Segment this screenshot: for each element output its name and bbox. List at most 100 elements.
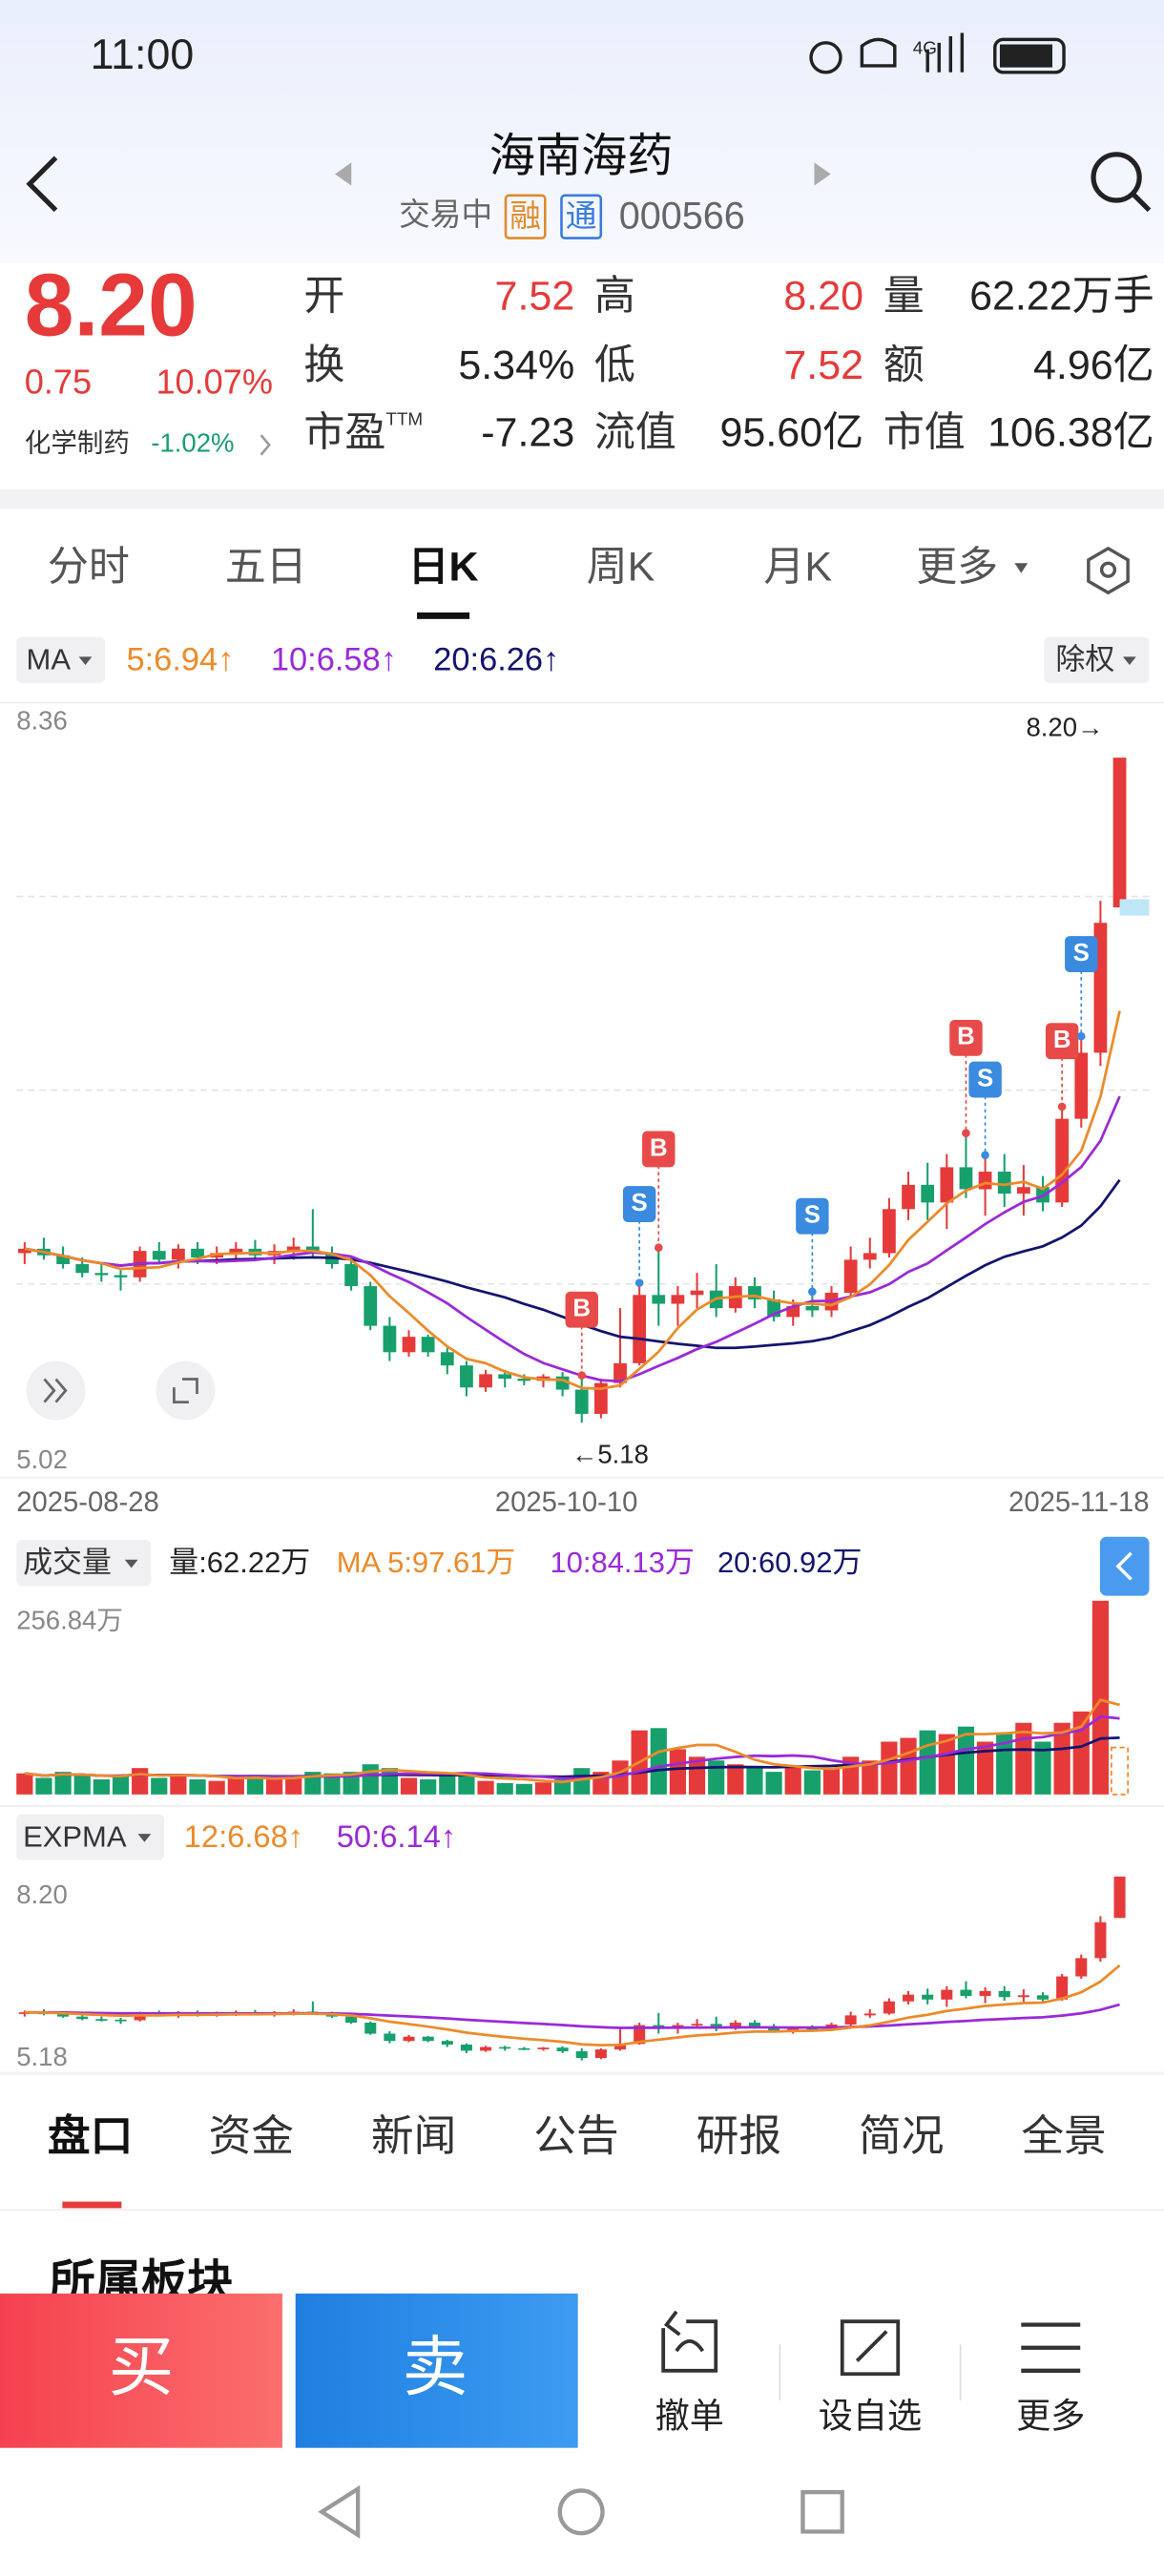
- volume-ma-line: [24, 1698, 1120, 1784]
- candle-body: [844, 2015, 857, 2025]
- stat-value: 8.20: [783, 274, 863, 320]
- candle-body: [172, 1248, 185, 1260]
- candle-body: [479, 1374, 492, 1388]
- dropdown-caret: [1014, 563, 1029, 573]
- stat-value: -7.23: [481, 409, 574, 455]
- candle-body: [57, 2014, 70, 2017]
- tag: 通: [566, 198, 597, 234]
- bottom-tab[interactable]: 资金: [209, 2113, 294, 2160]
- volume-bar: [554, 1779, 572, 1795]
- ma-value: 10:6.58↑: [271, 642, 397, 678]
- expand-icon: [43, 1378, 68, 1403]
- price-flag: [1119, 899, 1150, 916]
- candle-body: [421, 1337, 435, 1353]
- nav-bar[interactable]: [318, 2484, 844, 2539]
- tab[interactable]: 月K: [763, 545, 832, 591]
- candle-body: [843, 1259, 858, 1293]
- indicator-select[interactable]: [16, 636, 106, 683]
- volume-ma: 20:60.92万: [717, 1546, 863, 1579]
- volume-select[interactable]: [16, 1540, 152, 1587]
- signal-badge: [565, 1291, 598, 1328]
- stat-label: 低: [594, 343, 635, 388]
- action-label[interactable]: 撤单: [655, 2396, 724, 2435]
- candle-body: [671, 1295, 685, 1304]
- volume-bar: [938, 1734, 955, 1795]
- candle-body: [594, 2049, 607, 2059]
- more-icon: [1021, 2322, 1081, 2373]
- candle-body: [1055, 1118, 1070, 1203]
- volume-bar: [112, 1776, 130, 1795]
- expma-select[interactable]: [16, 1814, 165, 1860]
- settings-icon[interactable]: [1087, 546, 1130, 595]
- volume-ma: MA 5:97.61万: [337, 1546, 516, 1579]
- network: 4G: [913, 39, 937, 59]
- action-label[interactable]: 更多: [1016, 2396, 1085, 2435]
- bottom-tab[interactable]: 新闻: [371, 2113, 456, 2160]
- tab[interactable]: 分时: [48, 545, 130, 591]
- candle-body: [922, 1994, 934, 2000]
- tab[interactable]: 日K: [408, 545, 479, 591]
- candle-body: [383, 1325, 397, 1353]
- bottom-tab[interactable]: 研报: [696, 2113, 781, 2160]
- collapse-button[interactable]: [1099, 1536, 1150, 1596]
- adjust-select[interactable]: [1044, 636, 1150, 683]
- candle-body: [517, 1379, 531, 1381]
- signal-label: B: [572, 1296, 591, 1322]
- stock-name: 海南海药: [489, 131, 674, 182]
- volume-bar: [73, 1776, 91, 1795]
- next-stock[interactable]: [814, 162, 831, 186]
- stat-label: 流值: [594, 409, 676, 455]
- volume-bar: [919, 1730, 936, 1795]
- stat-label: 市盈TTM: [303, 409, 423, 455]
- bottom-tab[interactable]: 全景: [1021, 2113, 1106, 2160]
- stat-label: 换: [303, 343, 344, 388]
- volume-bar: [170, 1775, 187, 1795]
- candle-body: [1016, 1187, 1030, 1195]
- stat-label: 市值: [883, 409, 966, 455]
- stat-label: 高: [594, 274, 635, 320]
- fullscreen-button[interactable]: [156, 1361, 216, 1421]
- candle-body: [114, 2019, 127, 2022]
- tab[interactable]: 更多: [916, 545, 998, 591]
- volume-bar: [1053, 1722, 1070, 1795]
- signal-dot: [981, 1151, 989, 1160]
- stat-label: 额: [883, 343, 925, 388]
- search-button[interactable]: [1091, 152, 1152, 213]
- volume-bar: [381, 1768, 398, 1795]
- sell-button[interactable]: [295, 2293, 578, 2448]
- expma-indicator: EXPMA: [23, 1819, 127, 1853]
- volume-bar: [439, 1776, 456, 1795]
- stat-value: 106.38亿: [987, 409, 1154, 455]
- volume-ma: 10:84.13万: [550, 1546, 695, 1579]
- volume-bar: [881, 1741, 898, 1795]
- volume-bar: [323, 1773, 341, 1795]
- candle-body: [75, 1263, 90, 1274]
- expma-min-label: 5.18: [16, 2042, 68, 2071]
- volume-bar: [669, 1749, 687, 1795]
- candle-body: [402, 1337, 416, 1353]
- candle-body: [691, 2024, 703, 2026]
- buy-label: 买: [109, 2331, 175, 2404]
- undo-icon: [661, 2310, 718, 2373]
- ma-line: [24, 1010, 1121, 1391]
- bottom-tab[interactable]: 公告: [533, 2113, 618, 2160]
- stat-value: 4.96亿: [1033, 343, 1154, 388]
- signal-badge: [642, 1131, 676, 1168]
- candle-body: [344, 1263, 358, 1287]
- buy-button[interactable]: [0, 2293, 282, 2448]
- status-icons: [809, 32, 1066, 74]
- action-label[interactable]: 设自选: [819, 2396, 922, 2435]
- bottom-tab[interactable]: 简况: [859, 2113, 944, 2160]
- expma-value: 12:6.68↑: [184, 1818, 303, 1854]
- signal-label: B: [1053, 1027, 1071, 1053]
- fullscreen-icon: [173, 1378, 198, 1403]
- candle-body: [941, 1989, 953, 2000]
- candle-body: [921, 1184, 935, 1203]
- bottom-tab[interactable]: 盘口: [48, 2113, 133, 2160]
- back-button[interactable]: [26, 156, 58, 213]
- price: 8.20: [25, 256, 197, 355]
- prev-stock[interactable]: [335, 162, 352, 186]
- tab[interactable]: 周K: [587, 545, 655, 591]
- candle-body: [1113, 1876, 1126, 1919]
- tab[interactable]: 五日: [225, 545, 307, 591]
